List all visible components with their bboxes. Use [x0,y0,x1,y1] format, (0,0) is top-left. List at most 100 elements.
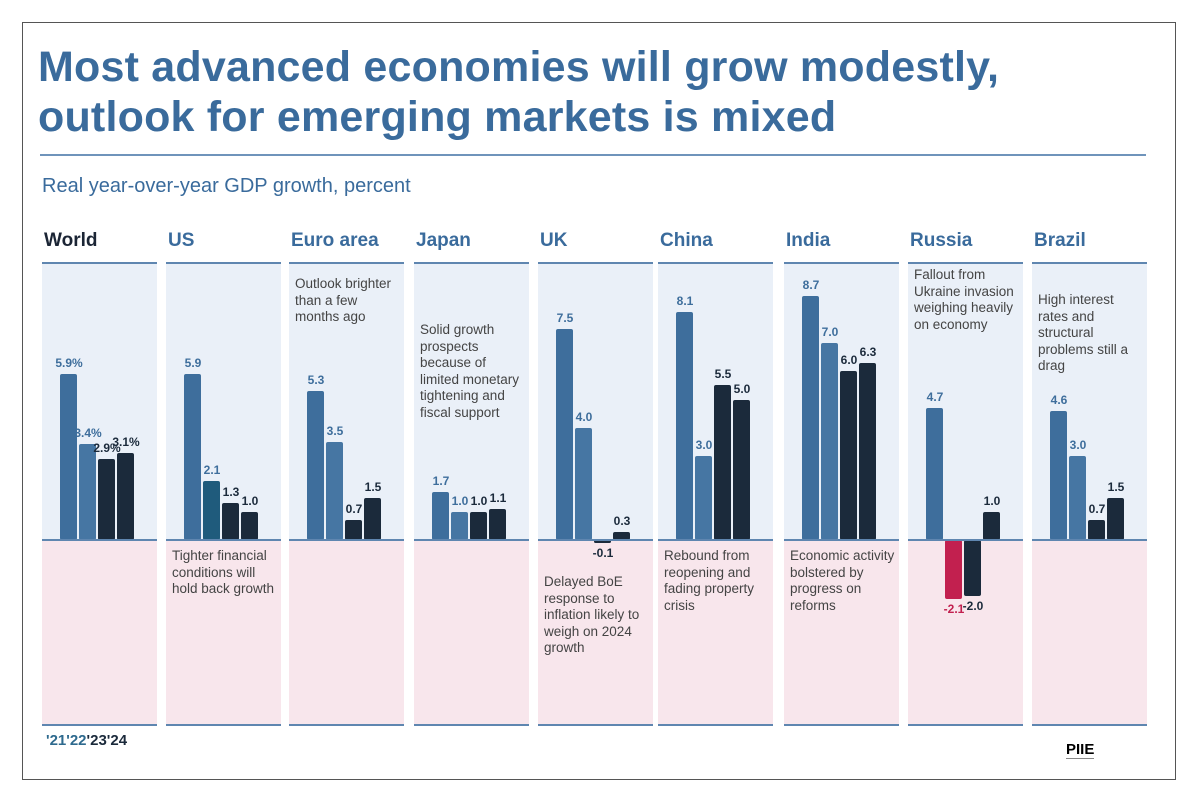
bar-russia-23 [964,540,981,597]
bar-india-22 [821,343,838,540]
bar-euro-area-22 [326,441,343,540]
value-label: 2.1 [203,462,221,477]
panel-note: Outlook brighter than a few months ago [295,276,392,324]
value-label: 6.0 [840,353,858,368]
bar-russia-22 [945,540,962,599]
bar-world-21 [60,374,77,540]
bar-us-22 [203,480,220,540]
negative-area [1032,540,1147,726]
bar-us-23 [222,503,239,540]
panel-uk: UK Delayed BoE response to inflation lik… [538,230,653,730]
chart-frame [22,22,1176,780]
bar-japan-21 [432,492,449,540]
bar-japan-23 [470,511,487,540]
panel-japan: Japan Solid growth prospects because of … [414,230,529,730]
value-label: 3.5 [326,423,344,438]
panel-note: Fallout from Ukraine invasion weighing h… [914,267,1014,332]
value-label: 6.3 [859,344,877,359]
title-line-1: Most advanced economies will grow modest… [38,43,1000,91]
panel-title: Russia [910,230,973,251]
year-legend-22: '22 [66,732,87,749]
panel-russia: Russia Fallout from Ukraine invasion wei… [908,230,1023,730]
zero-baseline [42,539,157,541]
value-label: 1.0 [470,493,488,508]
value-label: 3.1% [112,434,140,449]
value-label: 7.0 [821,325,839,340]
bar-china-21 [676,312,693,540]
panel-title: India [786,230,831,251]
bar-us-21 [184,374,201,540]
year-legend-23: '23 [86,732,107,749]
bar-uk-24 [613,531,630,540]
value-label: 1.0 [451,493,469,508]
panel-title: Brazil [1034,230,1086,251]
value-label: 4.6 [1050,392,1068,407]
value-label: 4.7 [926,389,944,404]
bar-india-21 [802,295,819,540]
year-legend: '21'22'23'24 [46,732,127,749]
value-label: 5.0 [733,381,751,396]
panel-china: China Rebound from reopening and fading … [658,230,773,730]
value-label: 3.0 [695,437,713,452]
value-label: 8.7 [802,277,820,292]
value-label: 7.5 [556,311,574,326]
panel-us: US Tighter financial conditions will hol… [166,230,281,730]
bar-china-23 [714,385,731,540]
bar-japan-22 [451,511,468,540]
zero-baseline [658,539,773,541]
value-label: 8.1 [676,294,694,309]
bar-japan-24 [489,509,506,540]
panel-title: Japan [416,230,471,251]
bar-india-24 [859,362,876,540]
zero-baseline [784,539,899,541]
value-label: 0.7 [345,502,363,517]
bar-brazil-24 [1107,497,1124,540]
zero-baseline [538,539,653,541]
year-legend-21: '21 [46,732,67,749]
value-label: -0.1 [592,545,614,560]
value-label: 1.1 [489,491,507,506]
bar-world-22 [79,444,96,540]
bar-us-24 [241,511,258,540]
bar-china-22 [695,455,712,540]
panel-note: Tighter financial conditions will hold b… [172,548,275,596]
value-label: 4.0 [575,409,593,424]
zero-baseline [1032,539,1147,541]
value-label: 5.9% [55,356,83,371]
bar-uk-22 [575,427,592,540]
bar-world-24 [117,452,134,540]
value-label: 1.5 [1107,479,1125,494]
value-label: -2.1 [943,602,965,616]
bar-china-24 [733,399,750,540]
negative-area [414,540,529,726]
value-label: 2.9% [93,440,121,455]
panel-note: Solid growth prospects because of limite… [420,322,520,420]
panel-note: Rebound from reopening and fading proper… [664,548,755,613]
title-line-2: outlook for emerging markets is mixed [38,93,837,141]
chart-subtitle: Real year-over-year GDP growth, percent [42,175,411,197]
negative-area [784,540,899,726]
bar-russia-21 [926,407,943,540]
bar-uk-23 [594,540,611,543]
panel-euro-area: Euro area Outlook brighter than a few mo… [289,230,404,730]
value-label: 5.9 [184,356,202,371]
title-rule [40,154,1146,156]
zero-baseline [166,539,281,541]
bar-euro-area-21 [307,391,324,540]
panel-title: China [660,230,713,251]
panel-india: India Economic activity bolstered by pro… [784,230,899,730]
panel-brazil: Brazil High interest rates and structura… [1032,230,1147,730]
bar-india-23 [840,371,857,540]
bar-brazil-21 [1050,410,1067,540]
negative-area [289,540,404,726]
panel-world: World 5.9% 3.4% 2.9% 3.1% [42,230,157,730]
bar-brazil-23 [1088,520,1105,540]
panel-title: US [168,230,195,251]
zero-baseline [908,539,1023,541]
value-label: 1.0 [983,493,1001,508]
value-label: 3.4% [74,426,102,441]
negative-area [658,540,773,726]
value-label: 1.0 [241,493,259,508]
piie-logo: PIIE [1066,741,1095,759]
value-label: 5.5 [714,367,732,382]
